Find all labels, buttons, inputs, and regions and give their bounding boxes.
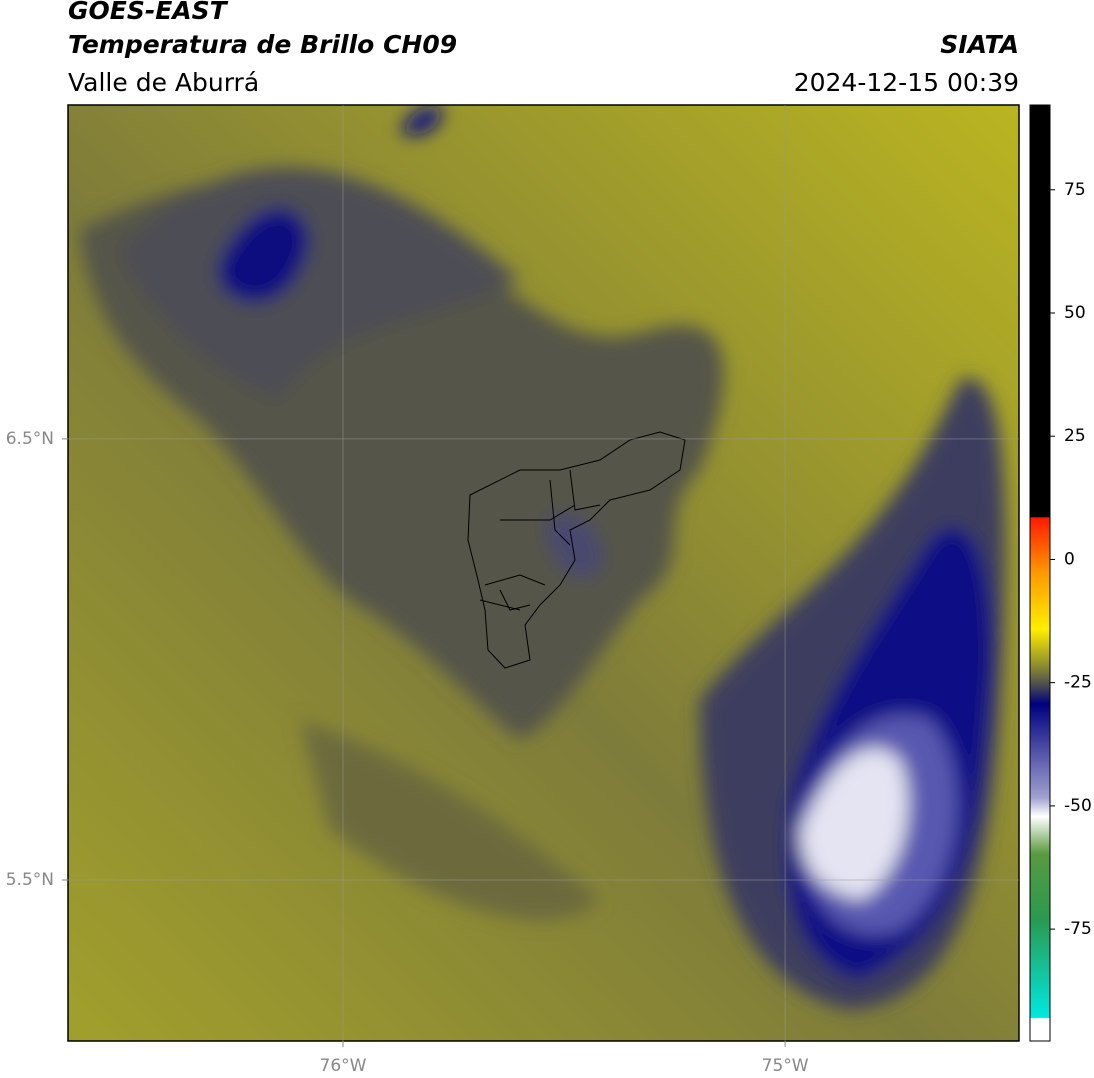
map-frame — [67, 104, 1020, 1042]
colorbar-tick-label: 25 — [1064, 426, 1086, 446]
product-title: Temperatura de Brillo CH09 — [68, 30, 457, 59]
x-tick-label: 75°W — [762, 1056, 809, 1076]
satellite-title: GOES-EAST — [68, 0, 229, 25]
agency: SIATA — [940, 30, 1019, 59]
colorbar-tick-label: 50 — [1064, 303, 1086, 323]
colorbar-tick-label: 75 — [1064, 180, 1086, 200]
colorbar — [1029, 104, 1051, 1042]
region: Valle de Aburrá — [68, 68, 259, 97]
x-tick-label: 76°W — [320, 1056, 367, 1076]
municipal-boundaries — [467, 431, 686, 669]
colorbar-tick-label: -50 — [1064, 796, 1092, 816]
y-tick-label: 5.5°N — [6, 870, 54, 890]
colorbar-tick-label: 0 — [1064, 549, 1075, 569]
y-tick-label: 6.5°N — [6, 429, 54, 449]
colorbar-tick-label: -75 — [1064, 919, 1092, 939]
map-field — [68, 105, 1019, 1041]
datetime: 2024-12-15 00:39 — [794, 68, 1019, 97]
colorbar-tick-label: -25 — [1064, 673, 1092, 693]
